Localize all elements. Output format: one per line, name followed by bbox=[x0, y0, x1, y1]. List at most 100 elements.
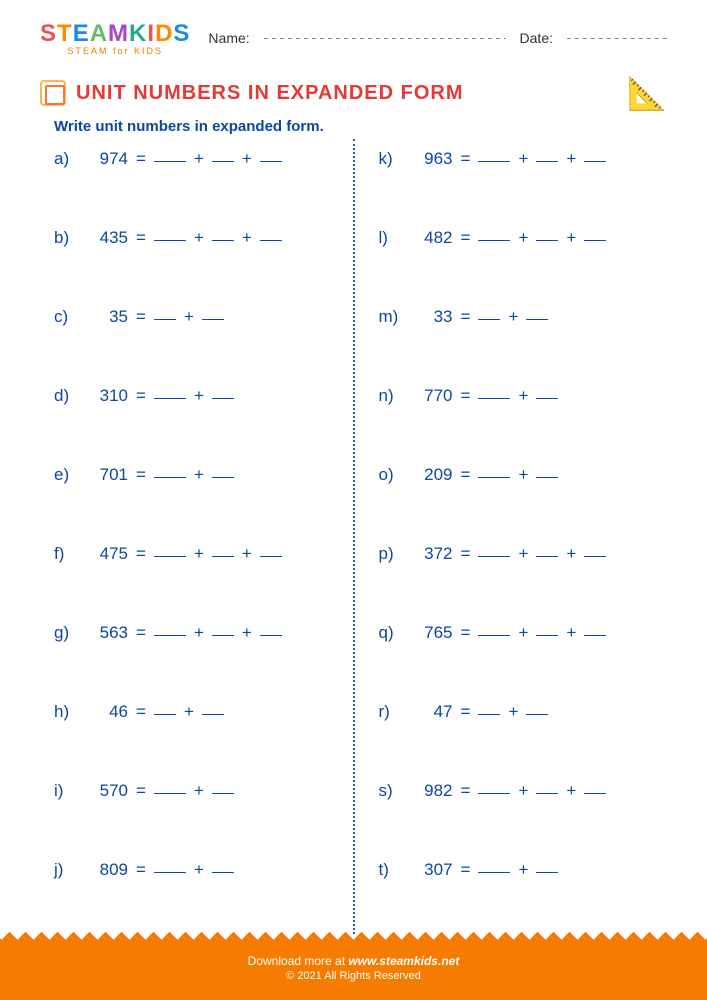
answer-blank[interactable] bbox=[154, 793, 186, 794]
answer-blank[interactable] bbox=[212, 240, 234, 241]
answer-blank[interactable] bbox=[478, 793, 510, 794]
answer-blank[interactable] bbox=[212, 872, 234, 873]
answer-blank[interactable] bbox=[536, 161, 558, 162]
problem-row: o)209=+ bbox=[379, 465, 668, 544]
equals-sign: = bbox=[457, 781, 475, 801]
answer-blank[interactable] bbox=[260, 556, 282, 557]
problem-label: k) bbox=[379, 149, 405, 169]
answer-blank[interactable] bbox=[478, 477, 510, 478]
answer-blank[interactable] bbox=[478, 635, 510, 636]
answer-blank[interactable] bbox=[260, 161, 282, 162]
answer-blank[interactable] bbox=[202, 714, 224, 715]
column-right: k)963=++l)482=++m)33=+n)770=+o)209=+p)37… bbox=[355, 139, 668, 934]
answer-blank[interactable] bbox=[154, 398, 186, 399]
problem-row: b)435=++ bbox=[54, 228, 343, 307]
answer-blank[interactable] bbox=[154, 477, 186, 478]
answer-blank[interactable] bbox=[260, 635, 282, 636]
answer-blank[interactable] bbox=[478, 556, 510, 557]
answer-blank[interactable] bbox=[536, 240, 558, 241]
problem-label: i) bbox=[54, 781, 80, 801]
plus-sign: + bbox=[190, 149, 208, 169]
problem-row: r)47=+ bbox=[379, 702, 668, 781]
plus-sign: + bbox=[190, 386, 208, 406]
answer-blank[interactable] bbox=[212, 556, 234, 557]
problem-label: b) bbox=[54, 228, 80, 248]
answer-blank[interactable] bbox=[154, 240, 186, 241]
problem-row: h)46=+ bbox=[54, 702, 343, 781]
plus-sign: + bbox=[562, 149, 580, 169]
answer-blank[interactable] bbox=[584, 240, 606, 241]
problem-row: n)770=+ bbox=[379, 386, 668, 465]
answer-blank[interactable] bbox=[478, 319, 500, 320]
answer-blank[interactable] bbox=[526, 714, 548, 715]
answer-blank[interactable] bbox=[584, 635, 606, 636]
problem-label: g) bbox=[54, 623, 80, 643]
answer-blank[interactable] bbox=[212, 398, 234, 399]
answer-blank[interactable] bbox=[536, 556, 558, 557]
equals-sign: = bbox=[132, 228, 150, 248]
problem-label: d) bbox=[54, 386, 80, 406]
problem-row: l)482=++ bbox=[379, 228, 668, 307]
answer-blank[interactable] bbox=[478, 240, 510, 241]
answer-blank[interactable] bbox=[154, 714, 176, 715]
answer-blank[interactable] bbox=[154, 872, 186, 873]
logo-letter: E bbox=[73, 20, 90, 48]
equals-sign: = bbox=[132, 544, 150, 564]
name-line[interactable] bbox=[264, 38, 506, 39]
logo-letter: K bbox=[129, 20, 147, 48]
problem-label: o) bbox=[379, 465, 405, 485]
plus-sign: + bbox=[180, 307, 198, 327]
plus-sign: + bbox=[190, 228, 208, 248]
problem-row: i)570=+ bbox=[54, 781, 343, 860]
answer-blank[interactable] bbox=[478, 714, 500, 715]
problem-row: p)372=++ bbox=[379, 544, 668, 623]
answer-blank[interactable] bbox=[536, 398, 558, 399]
problem-number: 482 bbox=[409, 228, 453, 248]
answer-blank[interactable] bbox=[212, 635, 234, 636]
equals-sign: = bbox=[132, 623, 150, 643]
date-line[interactable] bbox=[567, 38, 667, 39]
problem-number: 563 bbox=[84, 623, 128, 643]
plus-sign: + bbox=[504, 307, 522, 327]
answer-blank[interactable] bbox=[478, 398, 510, 399]
plus-sign: + bbox=[562, 228, 580, 248]
equals-sign: = bbox=[457, 544, 475, 564]
footer-zigzag bbox=[0, 928, 707, 940]
answer-blank[interactable] bbox=[536, 793, 558, 794]
equals-sign: = bbox=[132, 702, 150, 722]
problem-row: c)35=+ bbox=[54, 307, 343, 386]
problem-number: 47 bbox=[409, 702, 453, 722]
answer-blank[interactable] bbox=[212, 793, 234, 794]
answer-blank[interactable] bbox=[536, 635, 558, 636]
footer-line: Download more at www.steamkids.net bbox=[0, 954, 707, 968]
answer-blank[interactable] bbox=[212, 161, 234, 162]
instruction: Write unit numbers in expanded form. bbox=[0, 112, 707, 139]
answer-blank[interactable] bbox=[536, 477, 558, 478]
answer-blank[interactable] bbox=[584, 793, 606, 794]
answer-blank[interactable] bbox=[212, 477, 234, 478]
answer-blank[interactable] bbox=[526, 319, 548, 320]
logo: STEAM KIDS STEAM for KIDS bbox=[40, 20, 190, 56]
answer-blank[interactable] bbox=[154, 556, 186, 557]
worksheet-icon bbox=[40, 80, 66, 106]
problem-row: e)701=+ bbox=[54, 465, 343, 544]
answer-blank[interactable] bbox=[478, 161, 510, 162]
plus-sign: + bbox=[190, 465, 208, 485]
problem-number: 570 bbox=[84, 781, 128, 801]
answer-blank[interactable] bbox=[260, 240, 282, 241]
plus-sign: + bbox=[514, 623, 532, 643]
answer-blank[interactable] bbox=[154, 319, 176, 320]
logo-letter: D bbox=[155, 20, 173, 48]
name-label: Name: bbox=[208, 30, 249, 46]
answer-blank[interactable] bbox=[478, 872, 510, 873]
answer-blank[interactable] bbox=[584, 161, 606, 162]
plus-sign: + bbox=[190, 860, 208, 880]
answer-blank[interactable] bbox=[584, 556, 606, 557]
answer-blank[interactable] bbox=[536, 872, 558, 873]
answer-blank[interactable] bbox=[202, 319, 224, 320]
answer-blank[interactable] bbox=[154, 161, 186, 162]
answer-blank[interactable] bbox=[154, 635, 186, 636]
content: a)974=++b)435=++c)35=+d)310=+e)701=+f)47… bbox=[0, 139, 707, 934]
footer-prefix: Download more at bbox=[248, 954, 349, 968]
problem-row: d)310=+ bbox=[54, 386, 343, 465]
